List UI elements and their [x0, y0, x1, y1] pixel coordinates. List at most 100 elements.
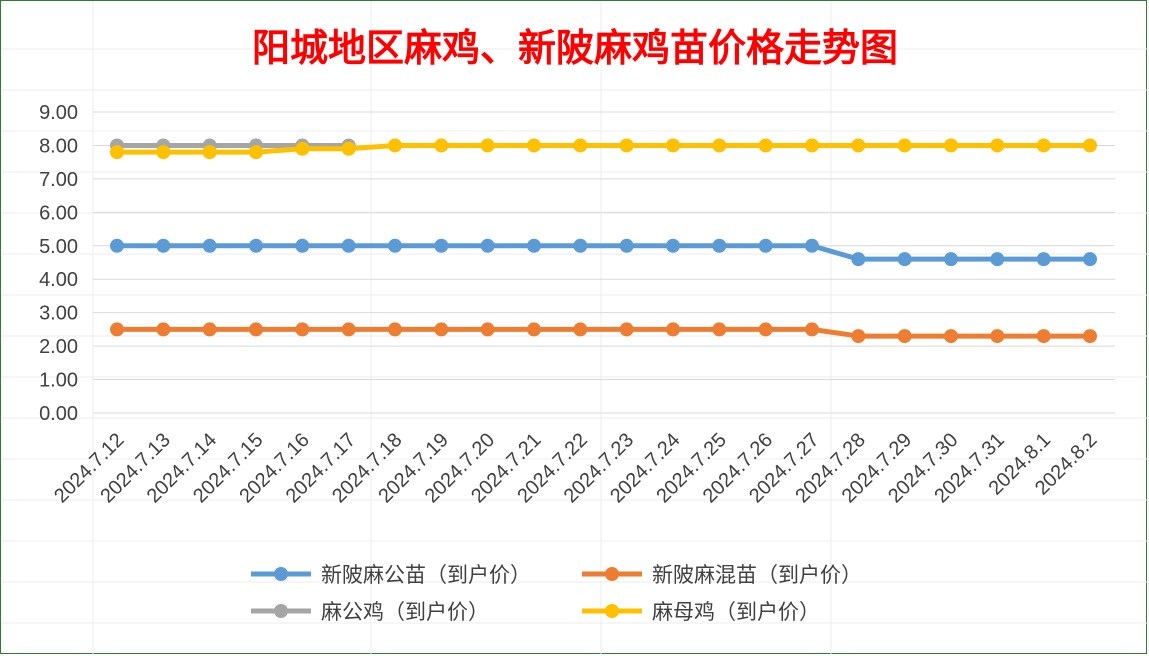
data-point: [341, 238, 356, 253]
legend-swatch-marker: [274, 604, 288, 618]
data-point: [156, 238, 171, 253]
data-point: [758, 238, 773, 253]
data-point: [944, 138, 958, 153]
data-point: [1083, 329, 1097, 344]
y-tick-label: 3.00: [39, 303, 78, 325]
y-tick-label: 0.00: [39, 403, 78, 425]
data-point: [619, 238, 634, 253]
data-point: [202, 238, 217, 253]
data-point: [110, 322, 124, 337]
series-layer: [110, 138, 1097, 344]
legend-swatch-marker: [605, 604, 619, 618]
data-point: [666, 138, 680, 153]
legend-item: 麻母鸡（到户价）: [582, 600, 820, 624]
series-3: [110, 138, 1097, 160]
legend-label: 新陂麻公苗（到户价）: [321, 563, 531, 587]
legend-label: 新陂麻混苗（到户价）: [652, 563, 862, 587]
data-point: [202, 145, 217, 160]
gridlines: [93, 111, 1115, 414]
series-1: [110, 322, 1097, 344]
legend-swatch-marker: [274, 567, 288, 581]
data-point: [249, 145, 263, 160]
series-line: [117, 243, 1090, 262]
data-point: [341, 141, 356, 156]
data-point: [1036, 252, 1051, 267]
data-point: [851, 138, 866, 153]
series-line: [117, 142, 1090, 155]
data-point: [527, 322, 541, 337]
data-point: [573, 138, 588, 153]
data-point: [480, 138, 495, 153]
data-point: [110, 238, 124, 253]
data-point: [897, 138, 912, 153]
legend-label: 麻母鸡（到户价）: [652, 600, 820, 624]
legend-item: 新陂麻混苗（到户价）: [582, 563, 862, 587]
data-point: [573, 322, 588, 337]
y-axis-ticks: 0.00 1.00 2.00 3.00 4.00 5.00 6.00 7.00 8.00 9.00: [39, 102, 78, 425]
data-point: [990, 252, 1005, 267]
data-point: [434, 138, 449, 153]
data-point: [527, 138, 541, 153]
y-tick-label: 4.00: [39, 269, 78, 291]
data-point: [897, 329, 912, 344]
data-point: [805, 138, 819, 153]
legend-label: 麻公鸡（到户价）: [321, 600, 489, 624]
data-point: [1036, 138, 1051, 153]
data-point: [434, 238, 449, 253]
data-point: [619, 138, 634, 153]
data-point: [156, 322, 171, 337]
data-point: [897, 252, 912, 267]
data-point: [851, 252, 866, 267]
data-point: [712, 238, 727, 253]
legend-swatch-marker: [605, 567, 619, 581]
data-point: [434, 322, 449, 337]
data-point: [388, 238, 402, 253]
data-point: [990, 329, 1005, 344]
data-point: [295, 238, 310, 253]
y-tick-label: 1.00: [39, 370, 78, 392]
data-point: [666, 322, 680, 337]
y-tick-label: 5.00: [39, 236, 78, 258]
data-point: [388, 322, 402, 337]
chart-title: 阳城地区麻鸡、新陂麻鸡苗价格走势图: [252, 25, 898, 70]
data-point: [573, 238, 588, 253]
y-tick-label: 8.00: [39, 135, 78, 157]
data-point: [1083, 138, 1097, 153]
data-point: [527, 238, 541, 253]
data-point: [944, 329, 958, 344]
data-point: [990, 138, 1005, 153]
y-tick-label: 6.00: [39, 202, 78, 224]
series-0: [110, 238, 1097, 267]
data-point: [249, 322, 263, 337]
data-point: [758, 322, 773, 337]
series-line: [117, 326, 1090, 339]
data-point: [202, 322, 217, 337]
y-tick-label: 7.00: [39, 169, 78, 191]
y-tick-label: 9.00: [39, 102, 78, 124]
data-point: [805, 322, 819, 337]
data-point: [295, 322, 310, 337]
data-point: [480, 238, 495, 253]
legend-item: 新陂麻公苗（到户价）: [251, 563, 531, 587]
data-point: [341, 322, 356, 337]
data-point: [295, 141, 310, 156]
data-point: [666, 238, 680, 253]
data-point: [388, 138, 402, 153]
data-point: [805, 238, 819, 253]
data-point: [619, 322, 634, 337]
data-point: [758, 138, 773, 153]
data-point: [944, 252, 958, 267]
data-point: [110, 145, 124, 160]
data-point: [851, 329, 866, 344]
data-point: [1036, 329, 1051, 344]
data-point: [712, 322, 727, 337]
legend-item: 麻公鸡（到户价）: [251, 600, 489, 624]
data-point: [480, 322, 495, 337]
data-point: [249, 238, 263, 253]
data-point: [712, 138, 727, 153]
data-point: [1083, 252, 1097, 267]
data-point: [156, 145, 171, 160]
x-axis-ticks: 2024.7.122024.7.132024.7.142024.7.152024…: [50, 429, 1101, 507]
